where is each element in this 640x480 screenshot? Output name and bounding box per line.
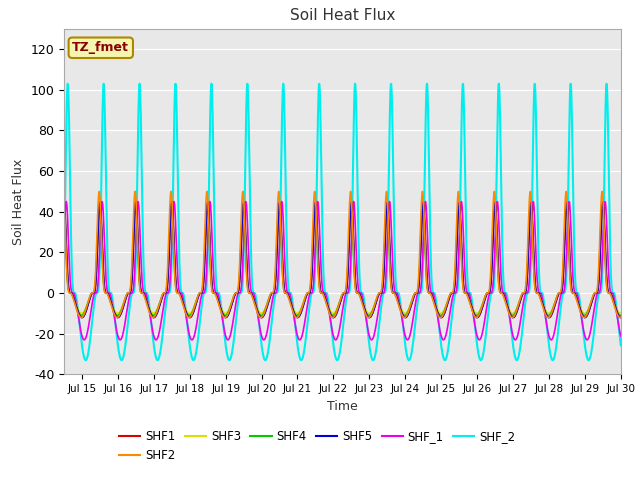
SHF_1 [60, 239, 68, 245]
Line: SHF_1: SHF_1 [64, 202, 621, 340]
SHF_2 [274, 288, 282, 294]
SHF_2 [124, 323, 132, 328]
SHF2 [157, 297, 164, 302]
SHF_1 [606, 288, 614, 294]
SHF4 [580, 312, 588, 318]
Line: SHF3: SHF3 [64, 205, 621, 313]
SHF_1 [278, 199, 285, 204]
SHF2 [131, 189, 139, 194]
SHF_2 [423, 81, 431, 86]
SHF_2 [606, 249, 614, 255]
SHF4 [617, 312, 625, 318]
SHF3 [124, 290, 132, 296]
Line: SHF1: SHF1 [64, 202, 621, 317]
SHF3 [365, 311, 373, 316]
SHF3 [547, 310, 554, 315]
SHF5 [274, 225, 282, 231]
Line: SHF_2: SHF_2 [64, 84, 621, 360]
SHF_1 [274, 281, 282, 287]
SHF4 [274, 218, 282, 224]
Text: TZ_fmet: TZ_fmet [72, 41, 129, 54]
SHF_2 [60, 253, 68, 259]
SHF3 [157, 297, 164, 302]
SHF_2 [298, 357, 306, 363]
Title: Soil Heat Flux: Soil Heat Flux [290, 9, 395, 24]
SHF2 [545, 314, 552, 320]
SHF_2 [82, 357, 90, 363]
SHF_2 [547, 351, 554, 357]
SHF4 [239, 201, 247, 206]
SHF_1 [546, 336, 554, 342]
SHF5 [157, 299, 164, 304]
SHF5 [606, 290, 614, 296]
SHF4 [124, 290, 131, 296]
SHF4 [606, 290, 614, 296]
SHF5 [491, 201, 499, 206]
SHF5 [60, 201, 68, 207]
SHF_1 [124, 304, 131, 310]
SHF2 [298, 305, 306, 311]
SHF1 [274, 233, 282, 239]
SHF1 [60, 199, 68, 204]
SHF3 [274, 223, 282, 229]
SHF5 [547, 314, 554, 320]
X-axis label: Time: Time [327, 400, 358, 413]
SHF5 [617, 314, 625, 320]
SHF3 [606, 290, 614, 296]
SHF1 [606, 290, 614, 296]
SHF1 [617, 314, 625, 320]
SHF3 [96, 203, 104, 208]
SHF1 [157, 300, 164, 305]
SHF_2 [617, 342, 625, 348]
Legend: SHF1, SHF2, SHF3, SHF4, SHF5, SHF_1, SHF_2: SHF1, SHF2, SHF3, SHF4, SHF5, SHF_1, SHF… [115, 425, 520, 467]
SHF2 [124, 290, 131, 296]
SHF_1 [617, 333, 625, 339]
SHF2 [274, 201, 282, 207]
SHF1 [124, 291, 131, 297]
SHF1 [298, 308, 305, 314]
Line: SHF4: SHF4 [64, 204, 621, 315]
SHF3 [617, 311, 625, 316]
SHF4 [298, 305, 306, 311]
SHF4 [157, 298, 164, 303]
SHF_2 [157, 347, 164, 352]
Y-axis label: Soil Heat Flux: Soil Heat Flux [12, 158, 25, 245]
SHF2 [606, 291, 614, 297]
SHF1 [546, 314, 554, 320]
SHF_1 [547, 337, 555, 343]
SHF4 [546, 312, 554, 317]
SHF5 [78, 314, 86, 320]
SHF3 [298, 304, 306, 310]
SHF2 [617, 314, 625, 320]
Line: SHF2: SHF2 [64, 192, 621, 317]
SHF_1 [298, 334, 306, 339]
Line: SHF5: SHF5 [64, 204, 621, 317]
SHF5 [298, 307, 306, 313]
SHF3 [60, 204, 68, 209]
SHF2 [547, 313, 554, 319]
SHF2 [60, 195, 68, 201]
SHF5 [124, 291, 132, 297]
SHF_1 [157, 323, 164, 328]
SHF4 [60, 203, 68, 208]
